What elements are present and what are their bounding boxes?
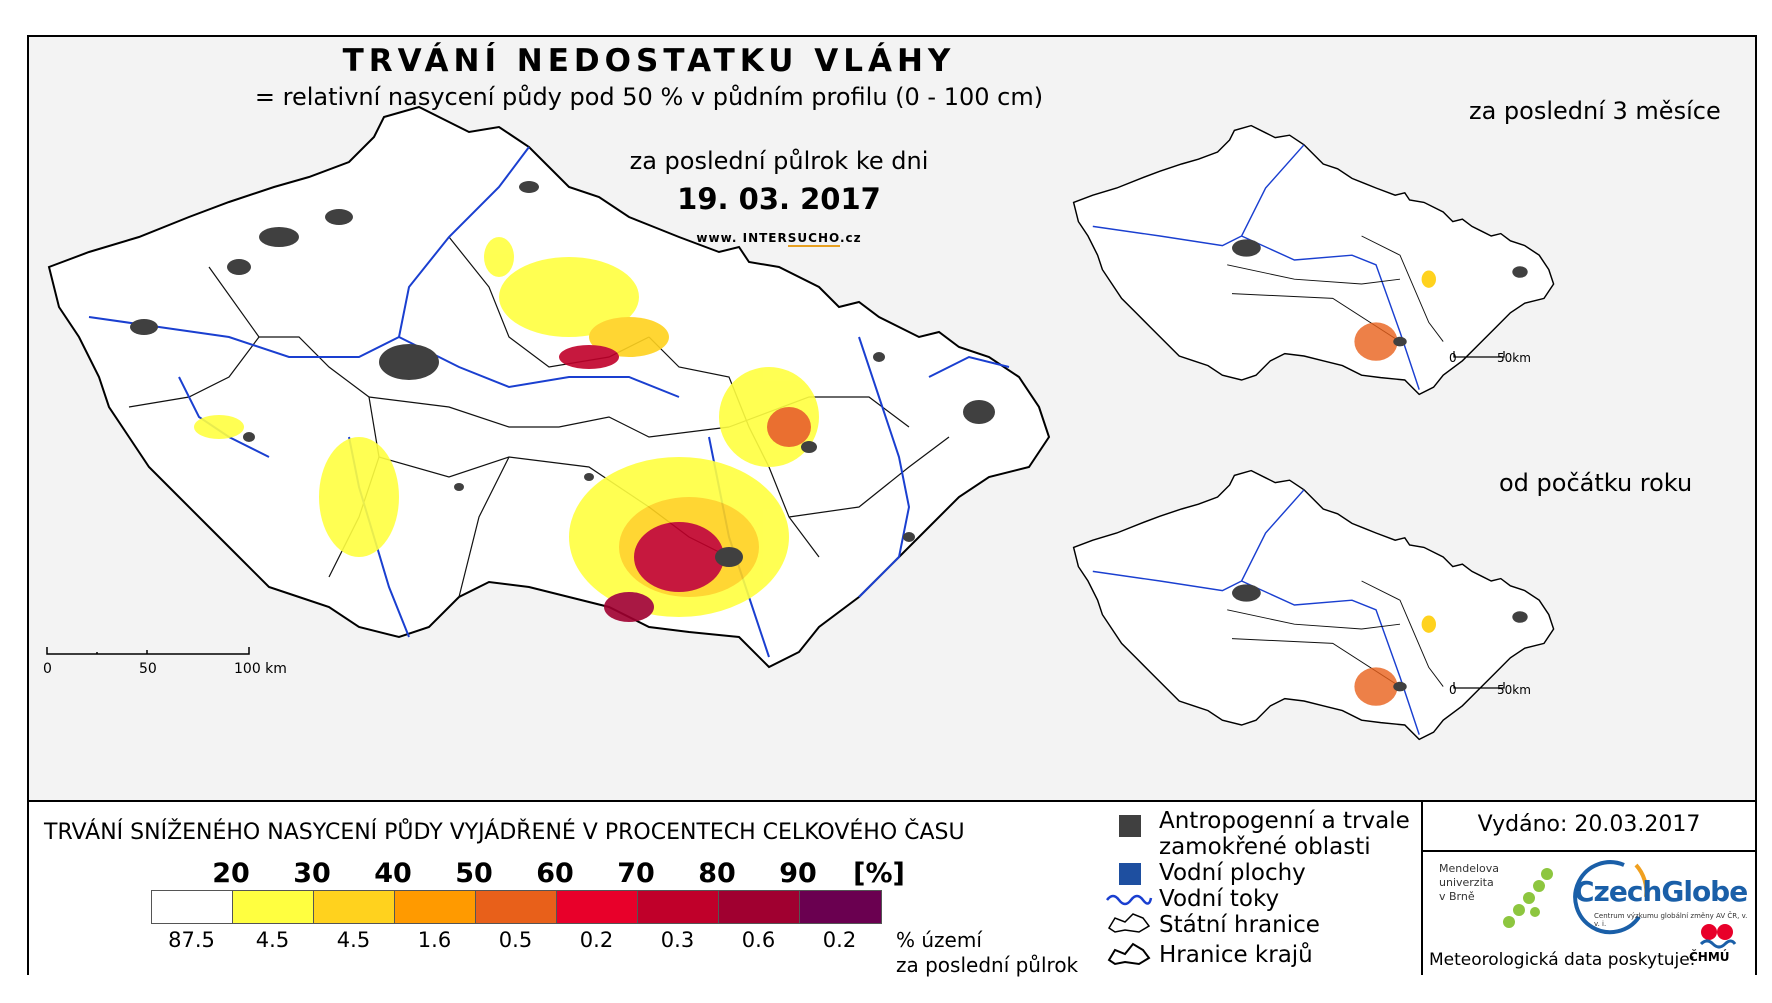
color-swatch: [314, 891, 395, 923]
water-bodies-label: Vodní plochy: [1159, 860, 1306, 886]
mendel-logo-icon: [1503, 868, 1553, 928]
water-bodies-swatch: [1119, 863, 1141, 885]
color-swatch: [395, 891, 476, 923]
czechglobe-logo-icon: [1573, 860, 1649, 935]
inset2-scale-zero: 0: [1449, 683, 1457, 697]
percent-value: 87.5: [168, 928, 215, 952]
map-canvas: 0 50 100 km: [43, 106, 1555, 741]
chmu-logo-icon: [1699, 924, 1737, 949]
percent-value: 0.2: [822, 928, 857, 952]
czechglobe-logo-text: CzechGlobe: [1574, 875, 1748, 908]
legend-separator: [1421, 802, 1423, 975]
website-label: www. INTERSUCHO.cz: [629, 231, 929, 247]
regions-border-symbol: [1107, 942, 1151, 966]
mendel-logo-text: Mendelova univerzita v Brně: [1439, 862, 1499, 904]
anthropogenic-swatch: [1119, 815, 1141, 837]
issued-date: Vydáno: 20.03.2017: [1477, 812, 1701, 837]
date-label: 19. 03. 2017: [677, 182, 881, 216]
threshold-label: 40: [374, 858, 412, 889]
color-swatch: [152, 891, 233, 923]
main-scale-zero: 0: [43, 661, 52, 677]
website-prefix: www. INTER: [696, 231, 788, 245]
map-frame: TRVÁNÍ NEDOSTATKU VLÁHY = relativní nasy…: [27, 35, 1757, 978]
color-swatch: [557, 891, 638, 923]
percent-value: 0.6: [741, 928, 776, 952]
percent-value: 0.3: [660, 928, 695, 952]
percent-label-line1: % území: [896, 928, 982, 952]
anthropogenic-label: Antropogenní a trvale zamokřené oblasti: [1159, 808, 1410, 860]
regions-border-label: Hranice krajů: [1159, 942, 1313, 968]
anthropogenic-line1: Antropogenní a trvale: [1159, 808, 1410, 834]
issued-separator: [1423, 850, 1755, 852]
inset1-scale-zero: 0: [1449, 351, 1457, 365]
main-scale-mid: 50: [139, 661, 157, 677]
czechglobe-subtitle: Centrum výzkumu globální změny AV ČR, v.…: [1594, 912, 1748, 928]
threshold-unit: [%]: [853, 858, 905, 889]
legend-area: TRVÁNÍ SNÍŽENÉHO NASYCENÍ PŮDY VYJÁDŘENÉ…: [29, 800, 1755, 978]
percent-value: 0.2: [579, 928, 614, 952]
map-area: TRVÁNÍ NEDOSTATKU VLÁHY = relativní nasy…: [29, 37, 1755, 800]
threshold-label: 30: [293, 858, 331, 889]
anthropogenic-line2: zamokřené oblasti: [1159, 834, 1371, 860]
rivers-label: Vodní toky: [1159, 886, 1280, 912]
threshold-label: 70: [617, 858, 655, 889]
threshold-label: 60: [536, 858, 574, 889]
inset1-scale-end: 50km: [1497, 351, 1531, 365]
threshold-label: 90: [779, 858, 817, 889]
color-swatch: [719, 891, 800, 923]
map-subtitle: = relativní nasycení půdy pod 50 % v půd…: [254, 83, 1044, 111]
threshold-label: 20: [212, 858, 250, 889]
map-title: TRVÁNÍ NEDOSTATKU VLÁHY: [342, 43, 956, 79]
inset2-scale-end: 50km: [1497, 683, 1531, 697]
percent-label: % území za poslední půlrok: [896, 928, 1078, 978]
legend-title: TRVÁNÍ SNÍŽENÉHO NASYCENÍ PŮDY VYJÁDŘENÉ…: [44, 820, 965, 845]
main-map: 0 50 100 km: [43, 106, 1050, 677]
meteo-data-credit: Meteorologická data poskytuje:: [1429, 950, 1696, 970]
mendel-line2: univerzita: [1439, 876, 1494, 889]
percent-value: 1.6: [417, 928, 452, 952]
website-suffix: .cz: [839, 231, 862, 245]
state-border-symbol: [1107, 913, 1151, 933]
chmu-logo-text: ČHMÚ: [1689, 950, 1730, 964]
period-label: za poslední půlrok ke dni: [629, 147, 929, 175]
river-symbol: [1106, 894, 1153, 906]
inset-map-since-year-start: [1072, 469, 1555, 741]
color-swatch: [638, 891, 719, 923]
color-swatch: [800, 891, 881, 923]
color-scale: [151, 890, 882, 924]
website-mid: SUCHO: [787, 231, 840, 247]
threshold-label: 50: [455, 858, 493, 889]
percent-value: 4.5: [255, 928, 290, 952]
inset2-title: od počátku roku: [1499, 469, 1693, 497]
inset-map-3-months: [1072, 124, 1555, 396]
mendel-line1: Mendelova: [1439, 862, 1500, 875]
percent-label-line2: za poslední půlrok: [896, 953, 1079, 977]
inset1-title: za poslední 3 měsíce: [1469, 97, 1721, 125]
main-scale-end: 100 km: [234, 661, 287, 677]
percent-value: 0.5: [498, 928, 533, 952]
mendel-line3: v Brně: [1439, 890, 1475, 903]
state-border-label: Státní hranice: [1159, 912, 1320, 938]
percent-value: 4.5: [336, 928, 371, 952]
color-swatch: [476, 891, 557, 923]
threshold-label: 80: [698, 858, 736, 889]
color-swatch: [233, 891, 314, 923]
